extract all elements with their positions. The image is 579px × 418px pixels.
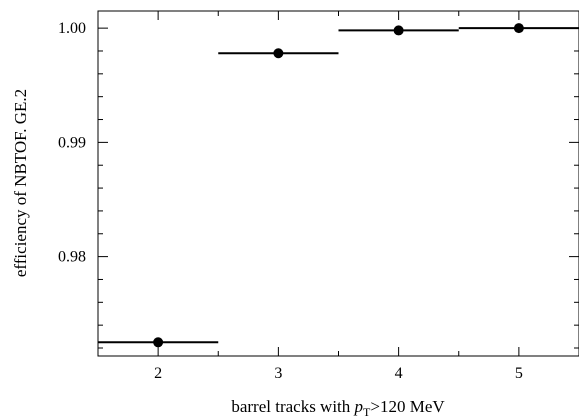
x-axis-label-suffix: >120 MeV [370, 397, 445, 416]
x-tick-label: 2 [154, 365, 162, 382]
y-tick-label: 0.99 [58, 134, 86, 151]
data-point [513, 23, 524, 34]
axis-ticks [97, 11, 579, 356]
x-axis-label-sub: T [363, 405, 371, 418]
data-point [393, 25, 404, 36]
x-tick-label: 3 [274, 365, 282, 382]
data-point [273, 48, 284, 59]
x-axis-label: barrel tracks with pT>120 MeV [231, 397, 445, 418]
x-tick-label: 5 [515, 365, 523, 382]
data-point [153, 337, 164, 348]
plot-frame [97, 10, 579, 357]
data-points [98, 23, 579, 348]
x-tick-label: 4 [395, 365, 403, 382]
y-tick-label: 0.98 [58, 249, 86, 266]
x-axis-label-var: p [354, 397, 364, 416]
x-axis-label-prefix: barrel tracks with [231, 397, 354, 416]
tick-labels: 2 3 4 5 0.98 0.99 1.00 [58, 20, 523, 382]
y-tick-label: 1.00 [58, 20, 86, 37]
y-axis-label: efficiency of NBTOF. GE.2 [11, 89, 30, 277]
